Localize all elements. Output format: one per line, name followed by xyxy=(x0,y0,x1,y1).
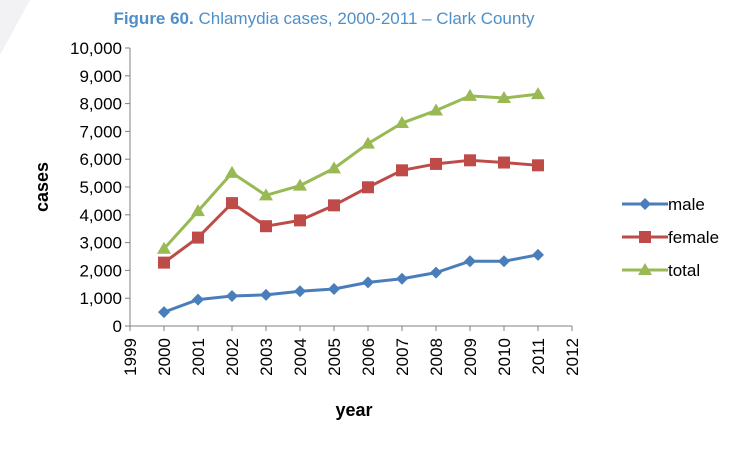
data-point-total xyxy=(259,188,273,201)
y-tick-label: 5,000 xyxy=(79,178,122,197)
corner-watermark xyxy=(0,0,30,55)
data-point-female xyxy=(532,159,544,172)
y-tick-label: 2,000 xyxy=(79,261,122,280)
y-tick-label: 3,000 xyxy=(79,234,122,253)
x-tick-label: 2012 xyxy=(563,338,582,376)
series-male xyxy=(158,248,544,319)
y-axis-ticks: 0 1,000 2,000 3,000 4,000 5,000 6,000 7,000 8,00… xyxy=(70,39,130,336)
x-tick-label: 1999 xyxy=(121,338,140,376)
x-tick-label: 2009 xyxy=(461,338,480,376)
legend-label: total xyxy=(668,261,700,280)
y-axis-title: cases xyxy=(32,162,52,212)
x-tick-label: 2002 xyxy=(223,338,242,376)
x-axis-title: year xyxy=(335,400,372,420)
data-point-male xyxy=(396,272,408,285)
x-tick-label: 2007 xyxy=(393,338,412,376)
y-tick-label: 10,000 xyxy=(70,39,122,58)
legend-marker-male xyxy=(639,198,651,210)
data-point-total xyxy=(327,161,341,174)
x-tick-label: 2003 xyxy=(257,338,276,376)
data-point-male xyxy=(294,285,306,298)
data-point-female xyxy=(430,157,442,170)
legend-marker-total xyxy=(638,263,652,275)
data-point-total xyxy=(531,87,545,100)
chart-title-prefix: Figure 60. xyxy=(113,9,193,28)
data-point-male xyxy=(192,293,204,306)
data-point-male xyxy=(532,248,544,261)
data-point-male xyxy=(328,283,340,296)
data-point-female xyxy=(328,199,340,212)
legend-label: female xyxy=(668,228,719,247)
x-tick-label: 2000 xyxy=(155,338,174,376)
data-point-female xyxy=(192,231,204,244)
legend: male female total xyxy=(622,195,719,280)
data-point-male xyxy=(260,288,272,301)
x-tick-label: 2005 xyxy=(325,338,344,376)
legend-item-total: total xyxy=(622,261,700,280)
data-point-female xyxy=(158,256,170,269)
y-tick-label: 1,000 xyxy=(79,289,122,308)
series-line-total xyxy=(162,92,539,250)
series-layer xyxy=(157,87,545,319)
data-point-total xyxy=(191,204,205,217)
data-point-female xyxy=(294,214,306,227)
y-tick-label: 6,000 xyxy=(79,150,122,169)
legend-label: male xyxy=(668,195,705,214)
x-tick-label: 2004 xyxy=(291,338,310,376)
data-point-total xyxy=(497,91,511,104)
data-point-female xyxy=(396,164,408,177)
x-tick-label: 2010 xyxy=(495,338,514,376)
data-point-male xyxy=(158,306,170,319)
data-point-total xyxy=(225,165,239,178)
data-point-male xyxy=(430,266,442,279)
data-point-total xyxy=(463,88,477,101)
chart-title-text: Chlamydia cases, 2000-2011 – Clark Count… xyxy=(194,9,535,28)
data-point-male xyxy=(464,255,476,268)
data-point-total xyxy=(293,178,307,191)
data-point-male xyxy=(362,276,374,289)
legend-item-female: female xyxy=(622,228,719,247)
series-female xyxy=(158,154,544,269)
data-point-male xyxy=(226,289,238,302)
series-line-male xyxy=(163,253,539,314)
data-point-female xyxy=(498,156,510,169)
x-tick-label: 2001 xyxy=(189,338,208,376)
data-point-total xyxy=(361,136,375,149)
data-point-total xyxy=(395,116,409,129)
legend-marker-female xyxy=(639,231,651,243)
data-point-female xyxy=(226,197,238,210)
data-point-total xyxy=(429,103,443,116)
series-line-female xyxy=(163,158,539,264)
y-tick-label: 4,000 xyxy=(79,206,122,225)
x-tick-label: 2011 xyxy=(529,338,548,375)
data-point-total xyxy=(157,241,171,254)
data-point-female xyxy=(464,154,476,167)
x-tick-label: 2006 xyxy=(359,338,378,376)
data-point-female xyxy=(362,181,374,194)
y-tick-label: 7,000 xyxy=(79,122,122,141)
data-point-male xyxy=(498,255,510,268)
series-total xyxy=(157,87,545,254)
data-point-female xyxy=(260,220,272,233)
x-tick-label: 2008 xyxy=(427,338,446,376)
y-tick-label: 8,000 xyxy=(79,95,122,114)
y-tick-label: 0 xyxy=(113,317,122,336)
x-axis-ticks: 1999 2000 2001 2002 2003 2004 2005 2006 2007 2008… xyxy=(121,326,582,376)
y-tick-label: 9,000 xyxy=(79,67,122,86)
legend-item-male: male xyxy=(622,195,705,214)
chart-title: Figure 60. Chlamydia cases, 2000-2011 – … xyxy=(113,9,535,28)
